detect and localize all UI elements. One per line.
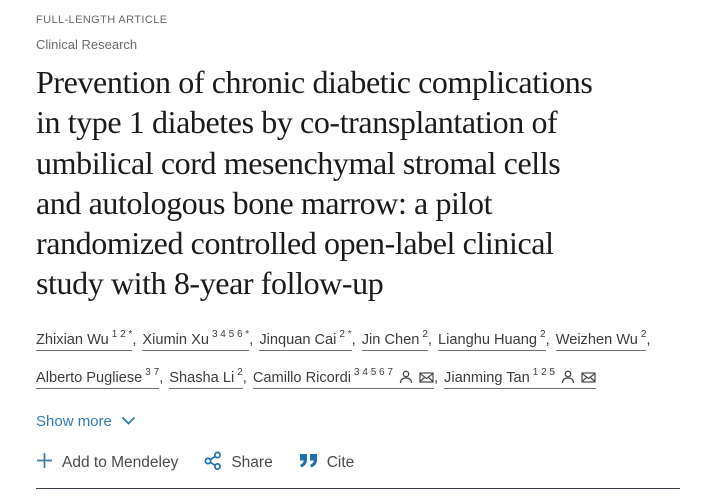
plus-icon xyxy=(36,452,53,474)
title-line: and autologous bone marrow: a pilot xyxy=(36,184,493,221)
action-toolbar: Add to Mendeley Share Cite xyxy=(36,451,680,475)
quote-cite-icon xyxy=(299,453,318,473)
cite-button[interactable]: Cite xyxy=(299,453,354,473)
author-link-alberto-pugliese[interactable]: Alberto Pugliese 3 7 xyxy=(36,367,160,389)
article-type-label: FULL-LENGTH ARTICLE xyxy=(36,14,168,26)
article-title: Prevention of chronic diabetic complicat… xyxy=(36,62,680,304)
footer-bar: https://doi.org/10.1016/j.jcyt.2021.09.0… xyxy=(36,489,680,501)
author-profile-icon[interactable] xyxy=(555,361,575,395)
title-line: in type 1 diabetes by co-transplantation… xyxy=(36,104,558,141)
author-link-zhixian-wu[interactable]: Zhixian Wu 1 2 * xyxy=(36,329,133,351)
author-link-xiumin-xu[interactable]: Xiumin Xu 3 4 5 6 * xyxy=(142,329,250,351)
author-link-weizhen-wu[interactable]: Weizhen Wu 2 xyxy=(555,329,647,351)
add-to-mendeley-button[interactable]: Add to Mendeley xyxy=(36,452,178,474)
author-link-lianghu-huang[interactable]: Lianghu Huang 2 xyxy=(438,329,546,351)
email-envelope-icon[interactable] xyxy=(575,361,596,395)
article-category: Clinical Research xyxy=(36,37,138,52)
title-line: randomized controlled open-label clinica… xyxy=(36,225,554,262)
author-link-jin-chen[interactable]: Jin Chen 2 xyxy=(361,329,428,351)
author-line-2: Alberto Pugliese 3 7, Shasha Li 2, Camillo… xyxy=(36,357,680,395)
author-profile-icon[interactable] xyxy=(393,361,413,395)
title-line: umbilical cord mesenchymal stromal cells xyxy=(36,144,561,181)
author-link-camillo-ricordi[interactable]: Camillo Ricordi 3 4 5 6 7 xyxy=(252,367,434,389)
author-line-1: Zhixian Wu 1 2 *, Xiumin Xu 3 4 5 6 *, Jin… xyxy=(36,319,680,357)
share-icon xyxy=(204,451,222,475)
show-more-button[interactable]: Show more xyxy=(36,413,136,430)
chevron-down-icon xyxy=(121,413,136,430)
share-button[interactable]: Share xyxy=(204,451,273,475)
title-line: Prevention of chronic diabetic complicat… xyxy=(36,64,593,100)
email-envelope-icon[interactable] xyxy=(413,361,434,395)
author-link-jinquan-cai[interactable]: Jinquan Cai 2 * xyxy=(259,329,352,351)
divider xyxy=(36,487,680,489)
author-link-jianming-tan[interactable]: Jianming Tan 1 2 5 xyxy=(444,367,597,389)
author-list: Zhixian Wu 1 2 *, Xiumin Xu 3 4 5 6 *, Jin… xyxy=(36,319,680,395)
rights-and-content-link[interactable]: Get rights and content xyxy=(525,499,680,501)
title-line: study with 8-year follow-up xyxy=(36,265,384,302)
doi-link[interactable]: https://doi.org/10.1016/j.jcyt.2021.09.0… xyxy=(36,499,306,501)
author-link-shasha-li[interactable]: Shasha Li 2 xyxy=(169,367,243,389)
